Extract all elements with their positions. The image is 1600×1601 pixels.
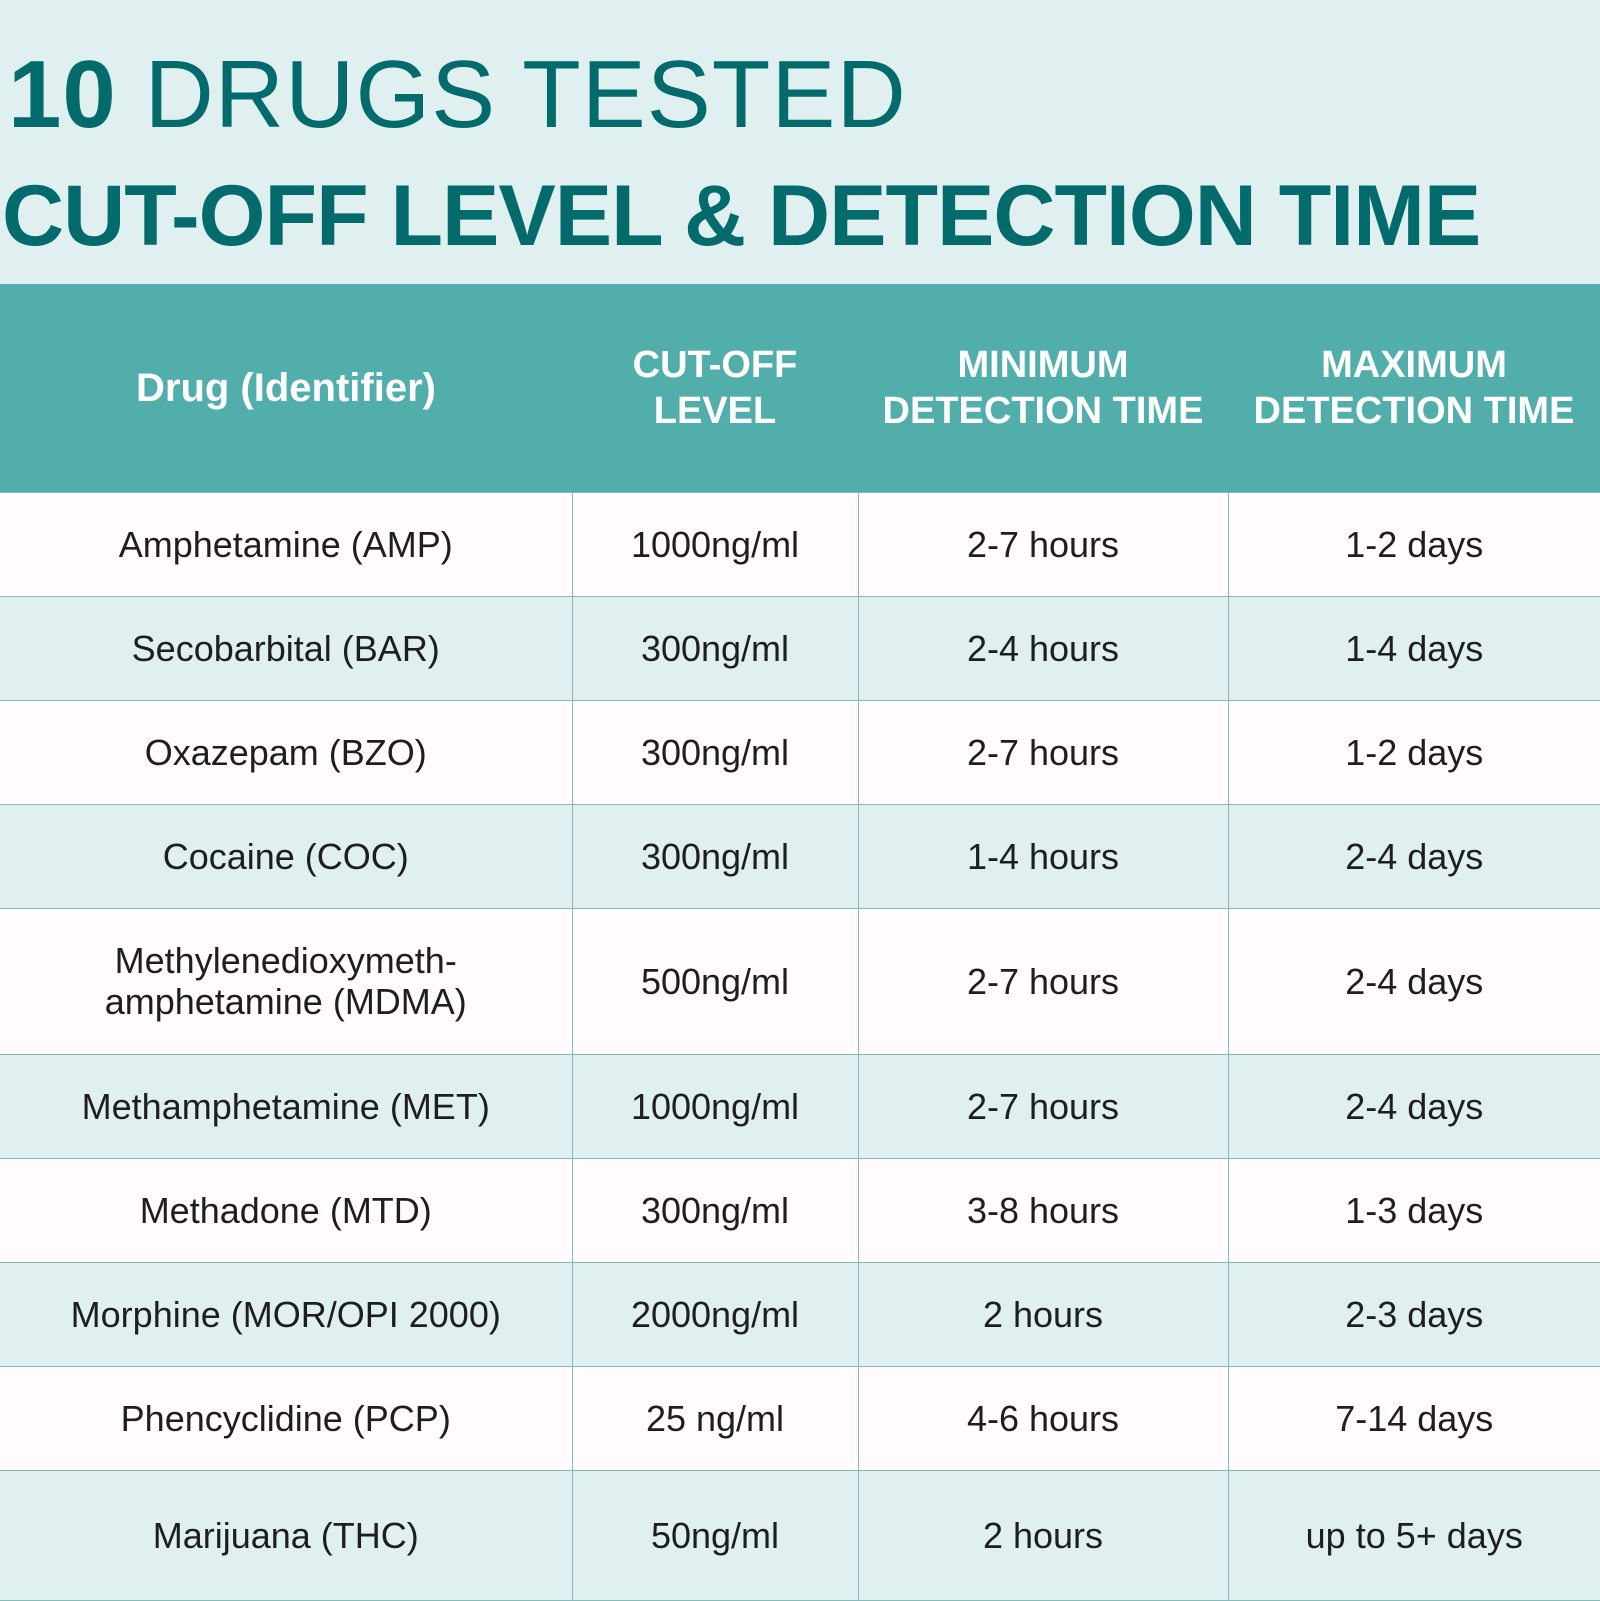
table-row: Morphine (MOR/OPI 2000) 2000ng/ml 2 hour… [0,1261,1600,1367]
title-area: 10 DRUGS TESTED CUT-OFF LEVEL & DETECTIO… [0,0,1600,284]
min-time-cell: 2-7 hours [857,907,1229,1055]
header-drug: Drug (Identifier) [136,365,436,410]
title-line-1-text: DRUGS TESTED [144,41,907,148]
min-time-cell: 4-6 hours [857,1365,1229,1471]
max-time-cell: 1-2 days [1227,699,1600,805]
drug-cell: Methylenedioxymeth-amphetamine (MDMA) [0,907,573,1055]
table-row: Oxazepam (BZO) 300ng/ml 2-7 hours 1-2 da… [0,699,1600,805]
cutoff-cell: 500ng/ml [571,907,859,1055]
title-line-1: 10 DRUGS TESTED [8,40,907,150]
cutoff-cell: 300ng/ml [571,803,859,909]
cutoff-cell: 2000ng/ml [571,1261,859,1367]
max-time-cell: 2-4 days [1227,803,1600,909]
min-time-cell: 2-7 hours [857,1053,1229,1159]
header-max-line-1: MAXIMUM [1321,343,1507,386]
min-time-cell: 2 hours [857,1469,1229,1601]
table-row: Marijuana (THC) 50ng/ml 2 hours up to 5+… [0,1469,1600,1601]
drug-cell: Secobarbital (BAR) [0,595,573,701]
min-time-cell: 3-8 hours [857,1157,1229,1263]
max-time-cell: 2-3 days [1227,1261,1600,1367]
max-time-cell: 2-4 days [1227,1053,1600,1159]
drug-cell: Cocaine (COC) [0,803,573,909]
max-time-cell: 7-14 days [1227,1365,1600,1471]
drug-cell: Morphine (MOR/OPI 2000) [0,1261,573,1367]
table-row: Methadone (MTD) 300ng/ml 3-8 hours 1-3 d… [0,1157,1600,1263]
header-cutoff: CUT-OFF LEVEL [572,284,858,492]
cutoff-cell: 300ng/ml [571,595,859,701]
title-line-2: CUT-OFF LEVEL & DETECTION TIME [2,168,1481,264]
cutoff-cell: 1000ng/ml [571,1053,859,1159]
drug-cell: Methamphetamine (MET) [0,1053,573,1159]
table-header-row: Drug (Identifier) CUT-OFF LEVEL MINIMUM DE… [0,284,1600,492]
max-time-cell: 1-4 days [1227,595,1600,701]
title-number: 10 [8,41,117,148]
header-max-line-2: DETECTION TIME [1253,389,1575,432]
max-time-cell: 1-2 days [1227,491,1600,597]
min-time-cell: 2-4 hours [857,595,1229,701]
max-time-cell: 1-3 days [1227,1157,1600,1263]
max-time-cell: up to 5+ days [1227,1469,1600,1601]
min-time-cell: 2-7 hours [857,491,1229,597]
cutoff-cell: 25 ng/ml [571,1365,859,1471]
header-max-detection: MAXIMUM DETECTION TIME [1228,284,1600,492]
drug-cell: Methadone (MTD) [0,1157,573,1263]
max-time-cell: 2-4 days [1227,907,1600,1055]
min-time-cell: 2 hours [857,1261,1229,1367]
table-row: Phencyclidine (PCP) 25 ng/ml 4-6 hours 7… [0,1365,1600,1471]
header-cutoff-line-1: CUT-OFF [632,343,798,386]
cutoff-cell: 50ng/ml [571,1469,859,1601]
table-row: Amphetamine (AMP) 1000ng/ml 2-7 hours 1-… [0,491,1600,597]
table-row: Methamphetamine (MET) 1000ng/ml 2-7 hour… [0,1053,1600,1159]
header-min-line-2: DETECTION TIME [882,389,1204,432]
drug-table: Drug (Identifier) CUT-OFF LEVEL MINIMUM DE… [0,284,1600,1601]
table-row: Cocaine (COC) 300ng/ml 1-4 hours 2-4 day… [0,803,1600,909]
header-min-detection: MINIMUM DETECTION TIME [858,284,1228,492]
cutoff-cell: 300ng/ml [571,1157,859,1263]
drug-cell: Phencyclidine (PCP) [0,1365,573,1471]
drug-cell-line-1: Methylenedioxymeth- [114,940,457,981]
table-row: Methylenedioxymeth-amphetamine (MDMA) 50… [0,907,1600,1055]
drug-cell: Amphetamine (AMP) [0,491,573,597]
header-cutoff-line-2: LEVEL [653,389,777,432]
cutoff-cell: 1000ng/ml [571,491,859,597]
min-time-cell: 1-4 hours [857,803,1229,909]
table-row: Secobarbital (BAR) 300ng/ml 2-4 hours 1-… [0,595,1600,701]
cutoff-cell: 300ng/ml [571,699,859,805]
min-time-cell: 2-7 hours [857,699,1229,805]
drug-cell-line-2: amphetamine (MDMA) [104,981,467,1022]
header-min-line-1: MINIMUM [957,343,1129,386]
drug-cell: Marijuana (THC) [0,1469,573,1601]
drug-cell: Oxazepam (BZO) [0,699,573,805]
